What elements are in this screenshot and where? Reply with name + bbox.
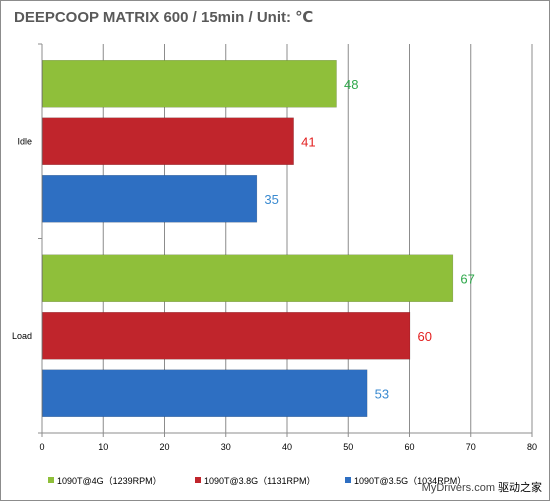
watermark-site: MyDrivers.com: [421, 482, 495, 494]
chart-title: DEEPCOOP MATRIX 600 / 15min / Unit: ℃: [14, 9, 314, 26]
data-label: 48: [344, 77, 358, 92]
bar: [42, 369, 368, 417]
bar: [42, 312, 411, 360]
legend-entry: 1090T@3.8G（1131RPM）: [204, 476, 316, 486]
x-tick-label: 60: [404, 442, 414, 452]
data-label: 67: [460, 271, 474, 286]
x-tick-label: 50: [343, 442, 353, 452]
legend-swatch: [345, 477, 351, 483]
data-label: 60: [418, 329, 432, 344]
bar: [42, 254, 454, 302]
bar: [42, 175, 258, 223]
bar: [42, 60, 337, 108]
x-tick-label: 80: [527, 442, 537, 452]
x-tick-label: 30: [221, 442, 231, 452]
legend-entry: 1090T@3.5G（1034RPM）: [354, 476, 466, 486]
legend-swatch: [48, 477, 54, 483]
category-label: Idle: [17, 136, 32, 146]
x-tick-label: 70: [466, 442, 476, 452]
watermark-brand: 驱动之家: [498, 482, 542, 494]
data-label: 53: [375, 386, 389, 401]
watermark: MyDrivers.com 驱动之家: [422, 479, 542, 495]
x-tick-label: 0: [39, 442, 44, 452]
bar: [42, 117, 294, 165]
x-tick-label: 40: [282, 442, 292, 452]
x-tick-label: 20: [159, 442, 169, 452]
legend-swatch: [195, 477, 201, 483]
x-tick-label: 10: [98, 442, 108, 452]
data-label: 41: [301, 134, 315, 149]
category-label: Load: [12, 331, 32, 341]
legend-entry: 1090T@4G（1239RPM）: [57, 476, 162, 486]
data-label: 35: [264, 192, 278, 207]
